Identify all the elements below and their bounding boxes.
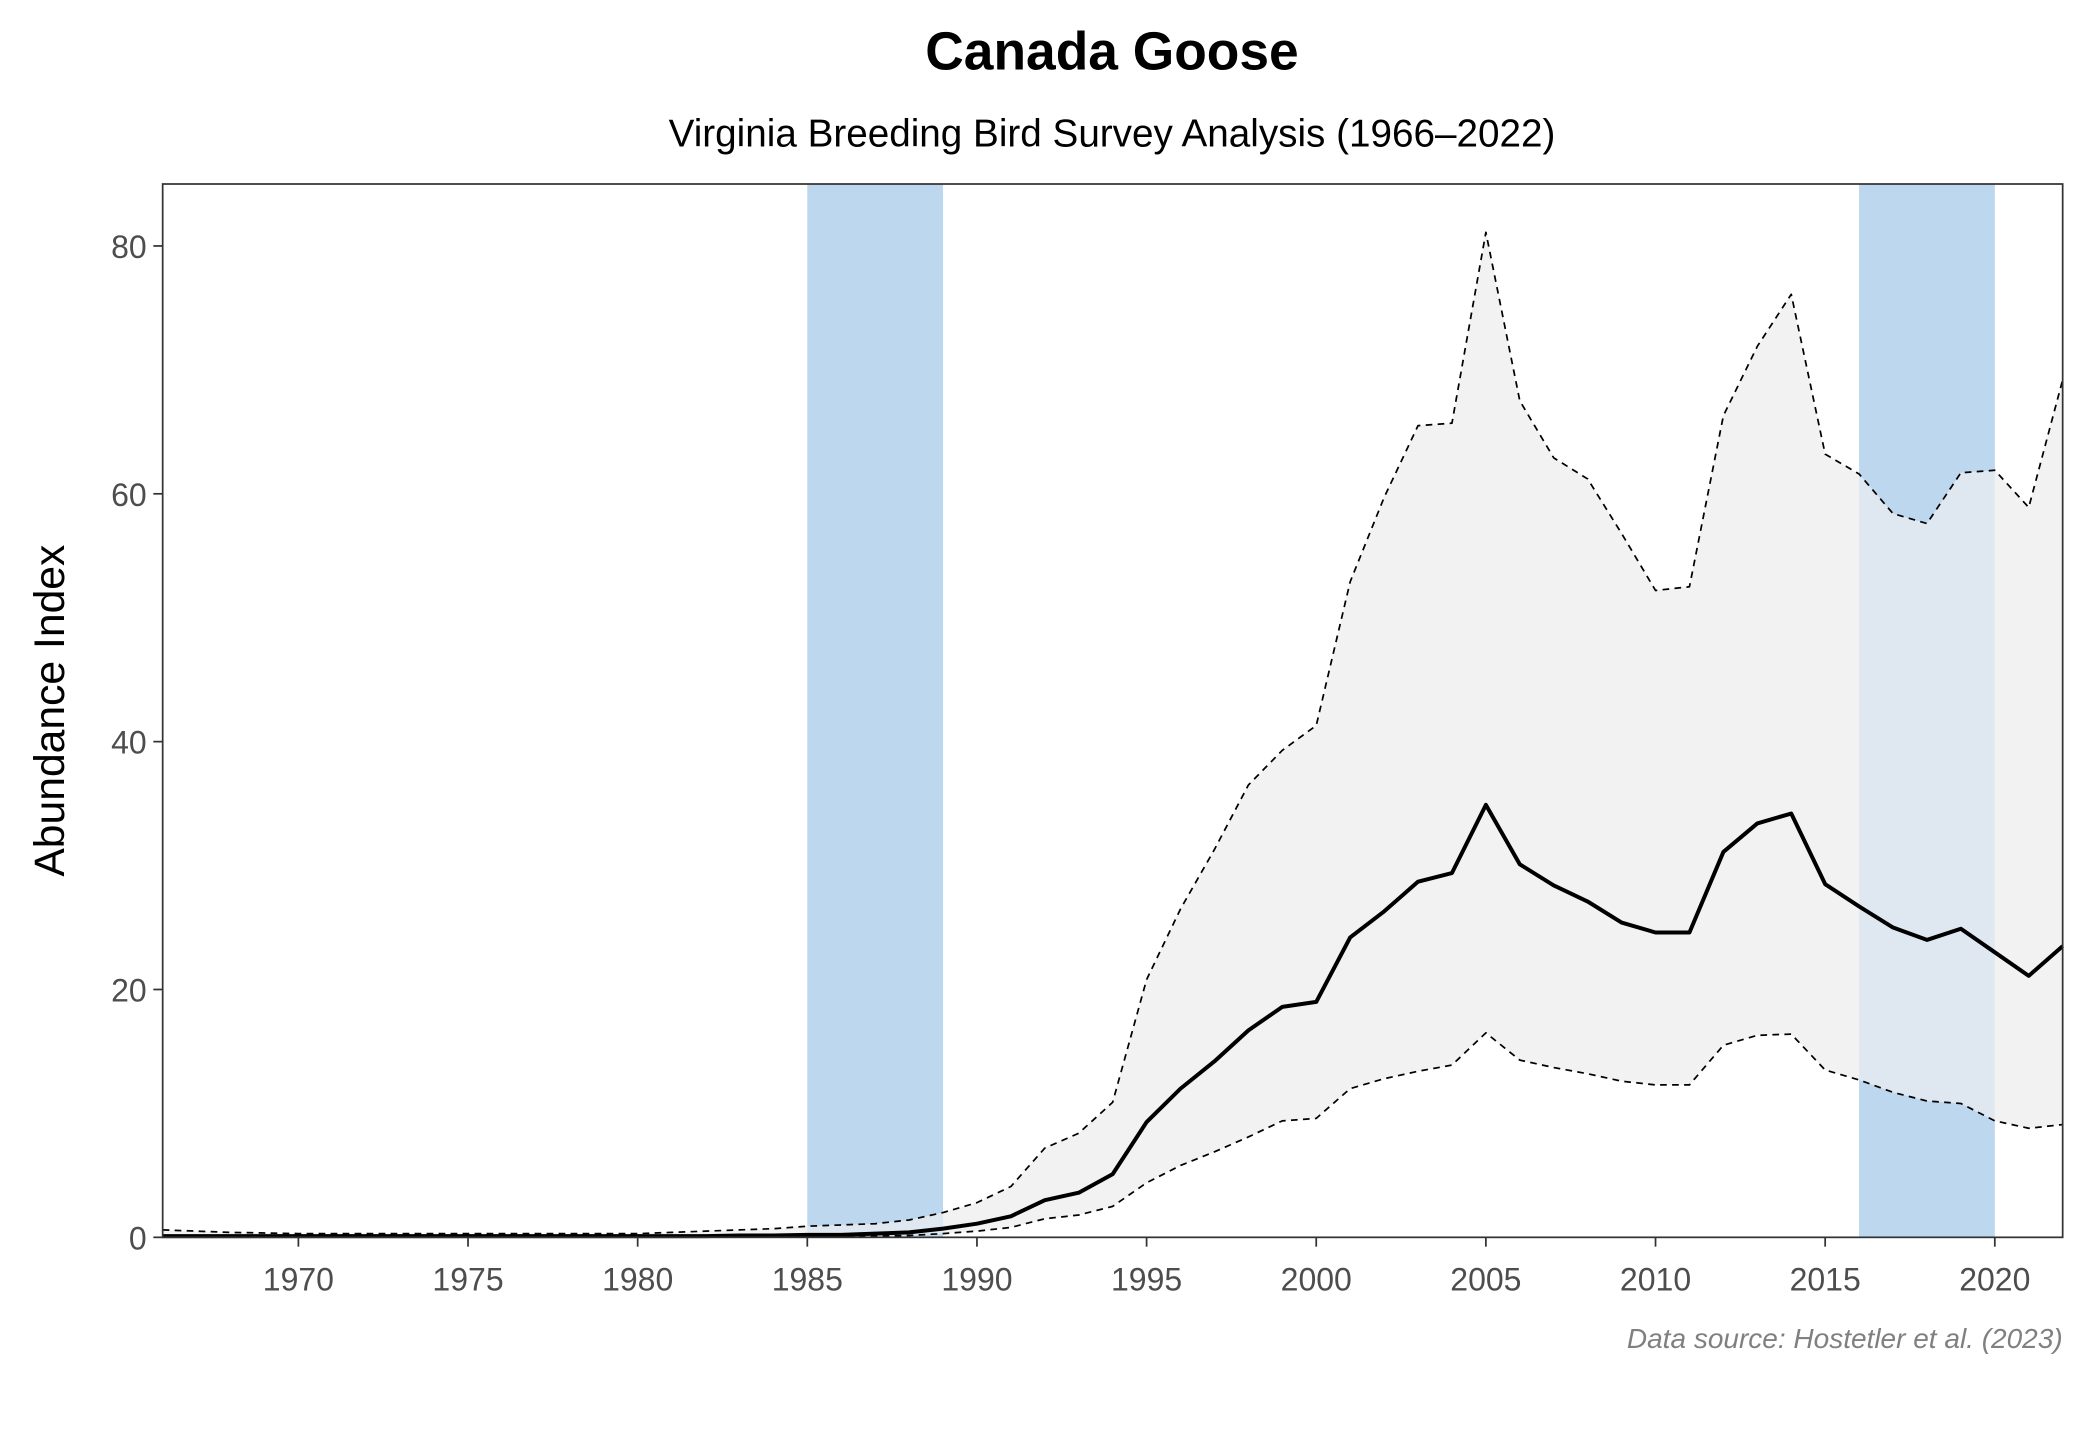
credible-interval-ribbon	[162, 232, 2063, 1237]
y-tick-label: 40	[111, 725, 147, 761]
x-tick-label: 2010	[1620, 1262, 1691, 1298]
x-axis: 1970 1975 1980 1985 1990 1995 2000 2005 2010 2015…	[263, 1237, 2030, 1298]
x-tick-label: 2000	[1281, 1262, 1352, 1298]
chart-subtitle: Virginia Breeding Bird Survey Analysis (…	[669, 113, 1556, 156]
x-tick-label: 1980	[602, 1262, 673, 1298]
y-tick-label: 20	[111, 972, 147, 1008]
x-tick-label: 2020	[1959, 1262, 2030, 1298]
highlight-band-overlay	[1859, 184, 1995, 1238]
highlight-band	[807, 184, 944, 1238]
x-tick-label: 1985	[772, 1262, 843, 1298]
y-tick-label: 60	[111, 477, 147, 513]
y-axis-label: Abundance Index	[26, 545, 74, 877]
credible-limit-line	[162, 231, 2064, 1235]
y-axis: 0 20 40 60 80	[111, 229, 163, 1256]
highlight-bands-overlay	[807, 184, 1995, 1238]
x-tick-label: 2015	[1790, 1262, 1861, 1298]
x-tick-label: 1975	[432, 1262, 503, 1298]
y-tick-label: 80	[111, 229, 147, 265]
x-tick-label: 2005	[1450, 1262, 1521, 1298]
highlight-band-overlay	[807, 184, 944, 1238]
x-tick-label: 1990	[941, 1262, 1012, 1298]
data-source-caption: Data source: Hostetler et al. (2023)	[1627, 1323, 2063, 1354]
plot-panel-border	[161, 183, 2064, 1239]
x-tick-label: 1970	[263, 1262, 334, 1298]
y-tick-label: 0	[129, 1220, 147, 1256]
chart-title: Canada Goose	[925, 22, 1298, 81]
x-tick-label: 1995	[1111, 1262, 1182, 1298]
